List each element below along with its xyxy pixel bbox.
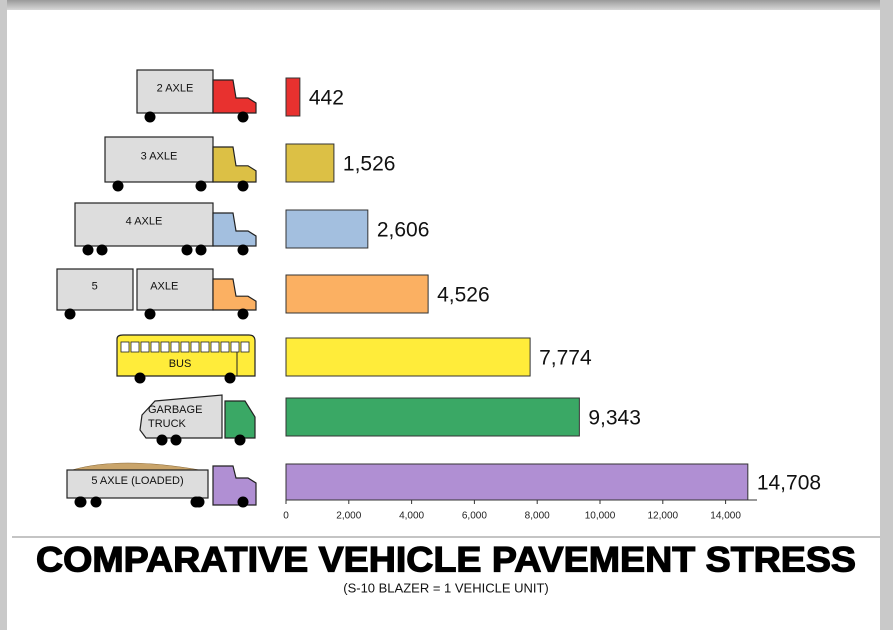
vehicle-label: 4 AXLE — [126, 215, 163, 227]
chart: COMPARATIVE VEHICLE PAVEMENT STRESS (S-1… — [0, 0, 893, 630]
bus-window — [121, 342, 129, 352]
value-label: 2,606 — [377, 219, 430, 242]
load — [72, 463, 200, 470]
x-tick-label: 8,000 — [525, 511, 550, 522]
wheel — [65, 309, 76, 320]
vehicle-label: 3 AXLE — [141, 150, 178, 162]
bus-window — [191, 342, 199, 352]
value-label: 1,526 — [343, 153, 396, 176]
frame-top — [0, 0, 893, 10]
wheel — [145, 309, 156, 320]
x-tick-label: 0 — [283, 511, 289, 522]
wheel — [238, 245, 249, 256]
x-tick-label: 6,000 — [462, 511, 487, 522]
wheel — [238, 309, 249, 320]
wheel — [135, 373, 146, 384]
wheel — [238, 112, 249, 123]
bus-window — [161, 342, 169, 352]
wheel — [145, 112, 156, 123]
chart-title: COMPARATIVE VEHICLE PAVEMENT STRESS — [36, 540, 856, 579]
vehicle-icon: BUS — [117, 335, 255, 384]
bus-window — [201, 342, 209, 352]
wheel — [113, 181, 124, 192]
cab — [213, 279, 256, 310]
bus-window — [241, 342, 249, 352]
bar — [286, 398, 579, 436]
bar — [286, 210, 368, 248]
vehicle-label: 5 AXLE — [92, 280, 179, 292]
vehicle-icon: GARBAGE TRUCK — [140, 395, 255, 446]
wheel — [83, 245, 94, 256]
frame-right — [880, 0, 893, 630]
bus-window — [181, 342, 189, 352]
bar — [286, 338, 530, 376]
cab — [213, 80, 256, 113]
bus-window — [171, 342, 179, 352]
bar — [286, 144, 334, 182]
bus-window — [221, 342, 229, 352]
wheel — [91, 497, 102, 508]
wheel — [196, 181, 207, 192]
bus-window — [231, 342, 239, 352]
vehicle-icon: 3 AXLE — [105, 137, 256, 192]
chart-subtitle: (S-10 BLAZER = 1 VEHICLE UNIT) — [343, 580, 549, 595]
bus-window — [141, 342, 149, 352]
value-label: 442 — [309, 87, 344, 110]
value-label: 14,708 — [757, 472, 821, 495]
vehicle-icon: 2 AXLE — [137, 70, 256, 123]
x-tick-label: 2,000 — [336, 511, 361, 522]
cab — [213, 147, 256, 182]
wheel — [238, 497, 249, 508]
vehicle-label-box: GARBAGE TRUCK — [148, 403, 212, 435]
value-label: 7,774 — [539, 347, 592, 370]
wheel — [225, 373, 236, 384]
vehicle-icon: 4 AXLE — [75, 203, 256, 256]
page: {"chart_data": { "type": "bar", "orienta… — [0, 0, 893, 630]
wheel — [235, 435, 246, 446]
x-tick-label: 10,000 — [585, 511, 616, 522]
bar — [286, 275, 428, 313]
bus-window — [211, 342, 219, 352]
cab — [213, 213, 256, 246]
wheel — [157, 435, 168, 446]
wheel — [171, 435, 182, 446]
vehicle-label: GARBAGE TRUCK — [148, 403, 198, 431]
wheel — [196, 245, 207, 256]
vehicle-label: 2 AXLE — [157, 82, 194, 94]
bus-window — [131, 342, 139, 352]
bar — [286, 78, 300, 116]
x-tick-label: 4,000 — [399, 511, 424, 522]
cab — [213, 466, 256, 505]
bar — [286, 464, 748, 500]
vehicle-label: BUS — [169, 358, 192, 370]
wheel — [76, 497, 87, 508]
x-tick-label: 12,000 — [648, 511, 679, 522]
vehicle-icon: 5 AXLE — [57, 269, 256, 320]
wheel — [238, 181, 249, 192]
vehicle-icon: 5 AXLE (LOADED) — [67, 463, 256, 508]
x-tick-label: 14,000 — [710, 511, 741, 522]
cab — [225, 401, 255, 438]
frame-left — [0, 0, 7, 630]
bus-window — [151, 342, 159, 352]
wheel — [97, 245, 108, 256]
value-label: 4,526 — [437, 284, 490, 307]
wheel — [194, 497, 205, 508]
vehicle-label: 5 AXLE (LOADED) — [91, 475, 183, 487]
value-label: 9,343 — [588, 407, 641, 430]
wheel — [182, 245, 193, 256]
